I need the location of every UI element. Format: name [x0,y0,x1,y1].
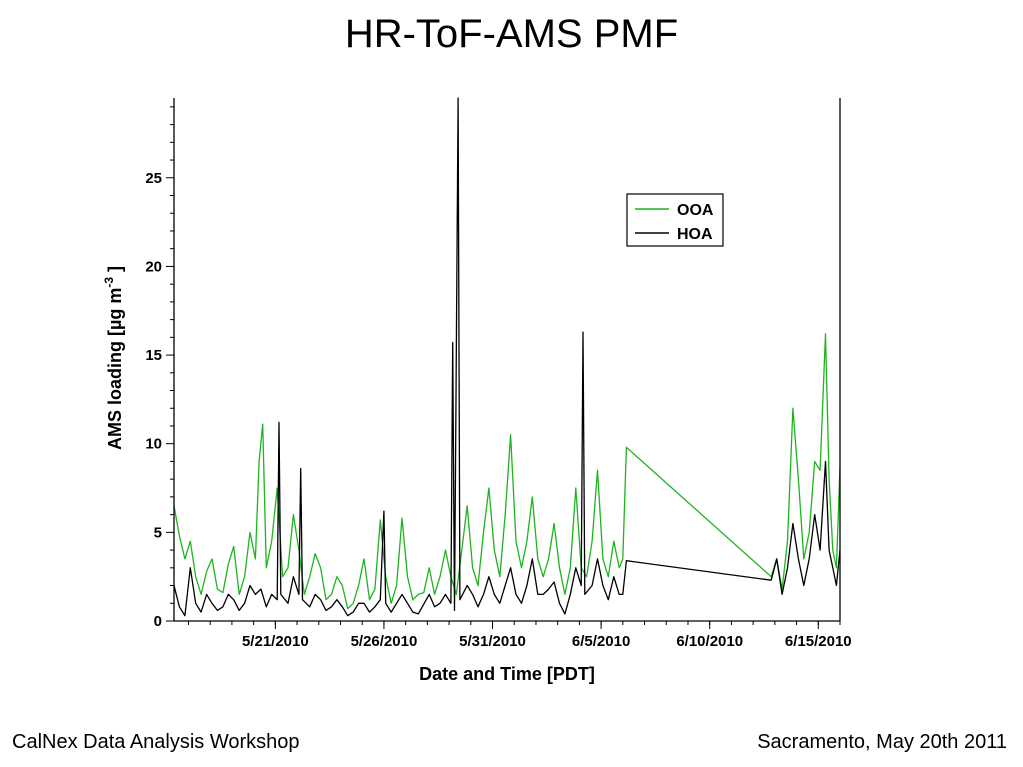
series-line-hoa [173,97,841,617]
slide-title: HR-ToF-AMS PMF [344,12,679,56]
x-tick-label: 6/15/2010 [785,633,852,650]
x-tick-label: 5/21/2010 [242,633,309,650]
y-tick-label: 5 [154,524,162,541]
x-tick-label: 6/10/2010 [676,633,743,650]
x-tick-label: 6/5/2010 [572,633,630,650]
x-tick-label: 5/26/2010 [351,633,418,650]
legend-label-hoa: HOA [677,226,713,243]
y-tick-label: 15 [145,347,162,364]
footer-location-date: Sacramento, May 20th 2011 [757,731,1007,753]
y-tick-label: 25 [145,170,162,187]
legend-box [626,193,724,247]
series-line-ooa [173,333,841,610]
legend-label-ooa: OOA [677,202,714,219]
x-tick-label: 5/31/2010 [459,633,526,650]
y-tick-label: 20 [145,258,162,275]
y-tick-label: 0 [154,613,162,630]
y-tick-label: 10 [145,436,162,453]
x-axis-label: Date and Time [PDT] [419,664,595,684]
footer-workshop: CalNex Data Analysis Workshop [12,731,300,753]
y-axis-label: AMS loading [µg m-3 ] [102,266,125,450]
